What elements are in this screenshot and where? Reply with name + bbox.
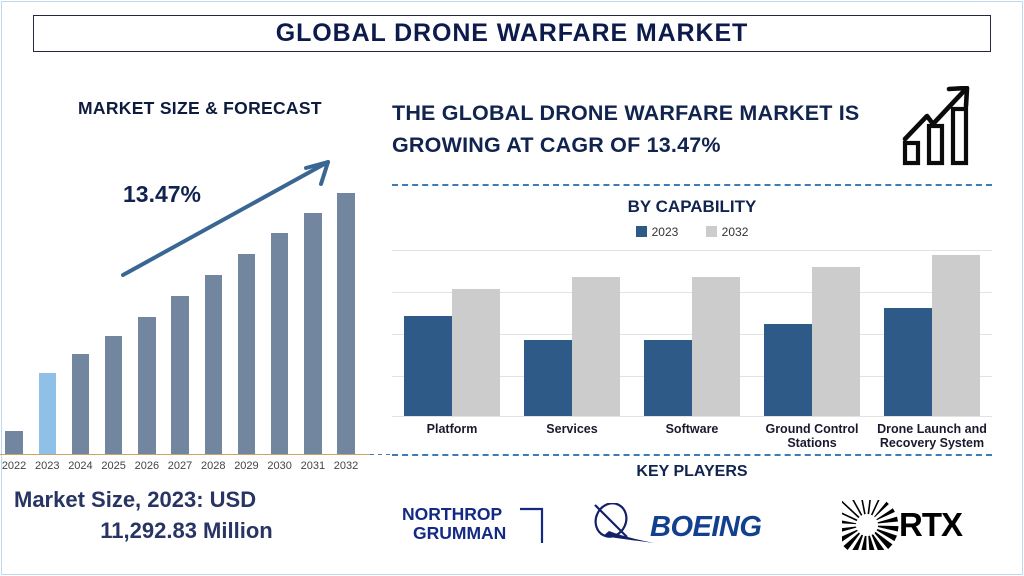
svg-text:RTX: RTX [899,506,963,543]
svg-text:GRUMMAN: GRUMMAN [413,523,506,543]
svg-text:BOEING: BOEING [650,511,761,543]
svg-text:NORTHROP: NORTHROP [402,504,502,524]
